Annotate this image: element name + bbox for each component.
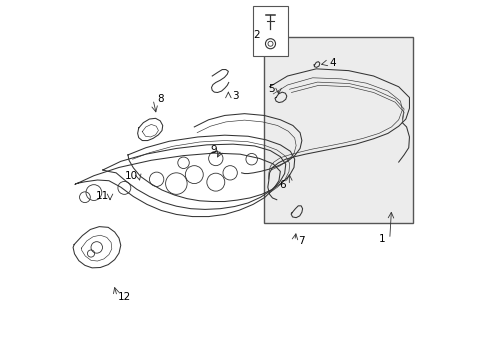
Text: 4: 4 — [328, 58, 335, 68]
Text: 8: 8 — [157, 94, 163, 104]
Text: 10: 10 — [125, 171, 138, 181]
Text: 11: 11 — [96, 191, 109, 201]
Text: 3: 3 — [232, 91, 238, 101]
Text: 9: 9 — [210, 144, 217, 154]
Text: 5: 5 — [267, 84, 274, 94]
Text: 2: 2 — [253, 30, 260, 40]
Bar — [264, 37, 412, 223]
Text: 7: 7 — [298, 236, 305, 246]
Text: 6: 6 — [278, 180, 285, 190]
Text: 1: 1 — [379, 234, 385, 244]
Bar — [253, 6, 287, 56]
Text: 12: 12 — [118, 292, 131, 302]
